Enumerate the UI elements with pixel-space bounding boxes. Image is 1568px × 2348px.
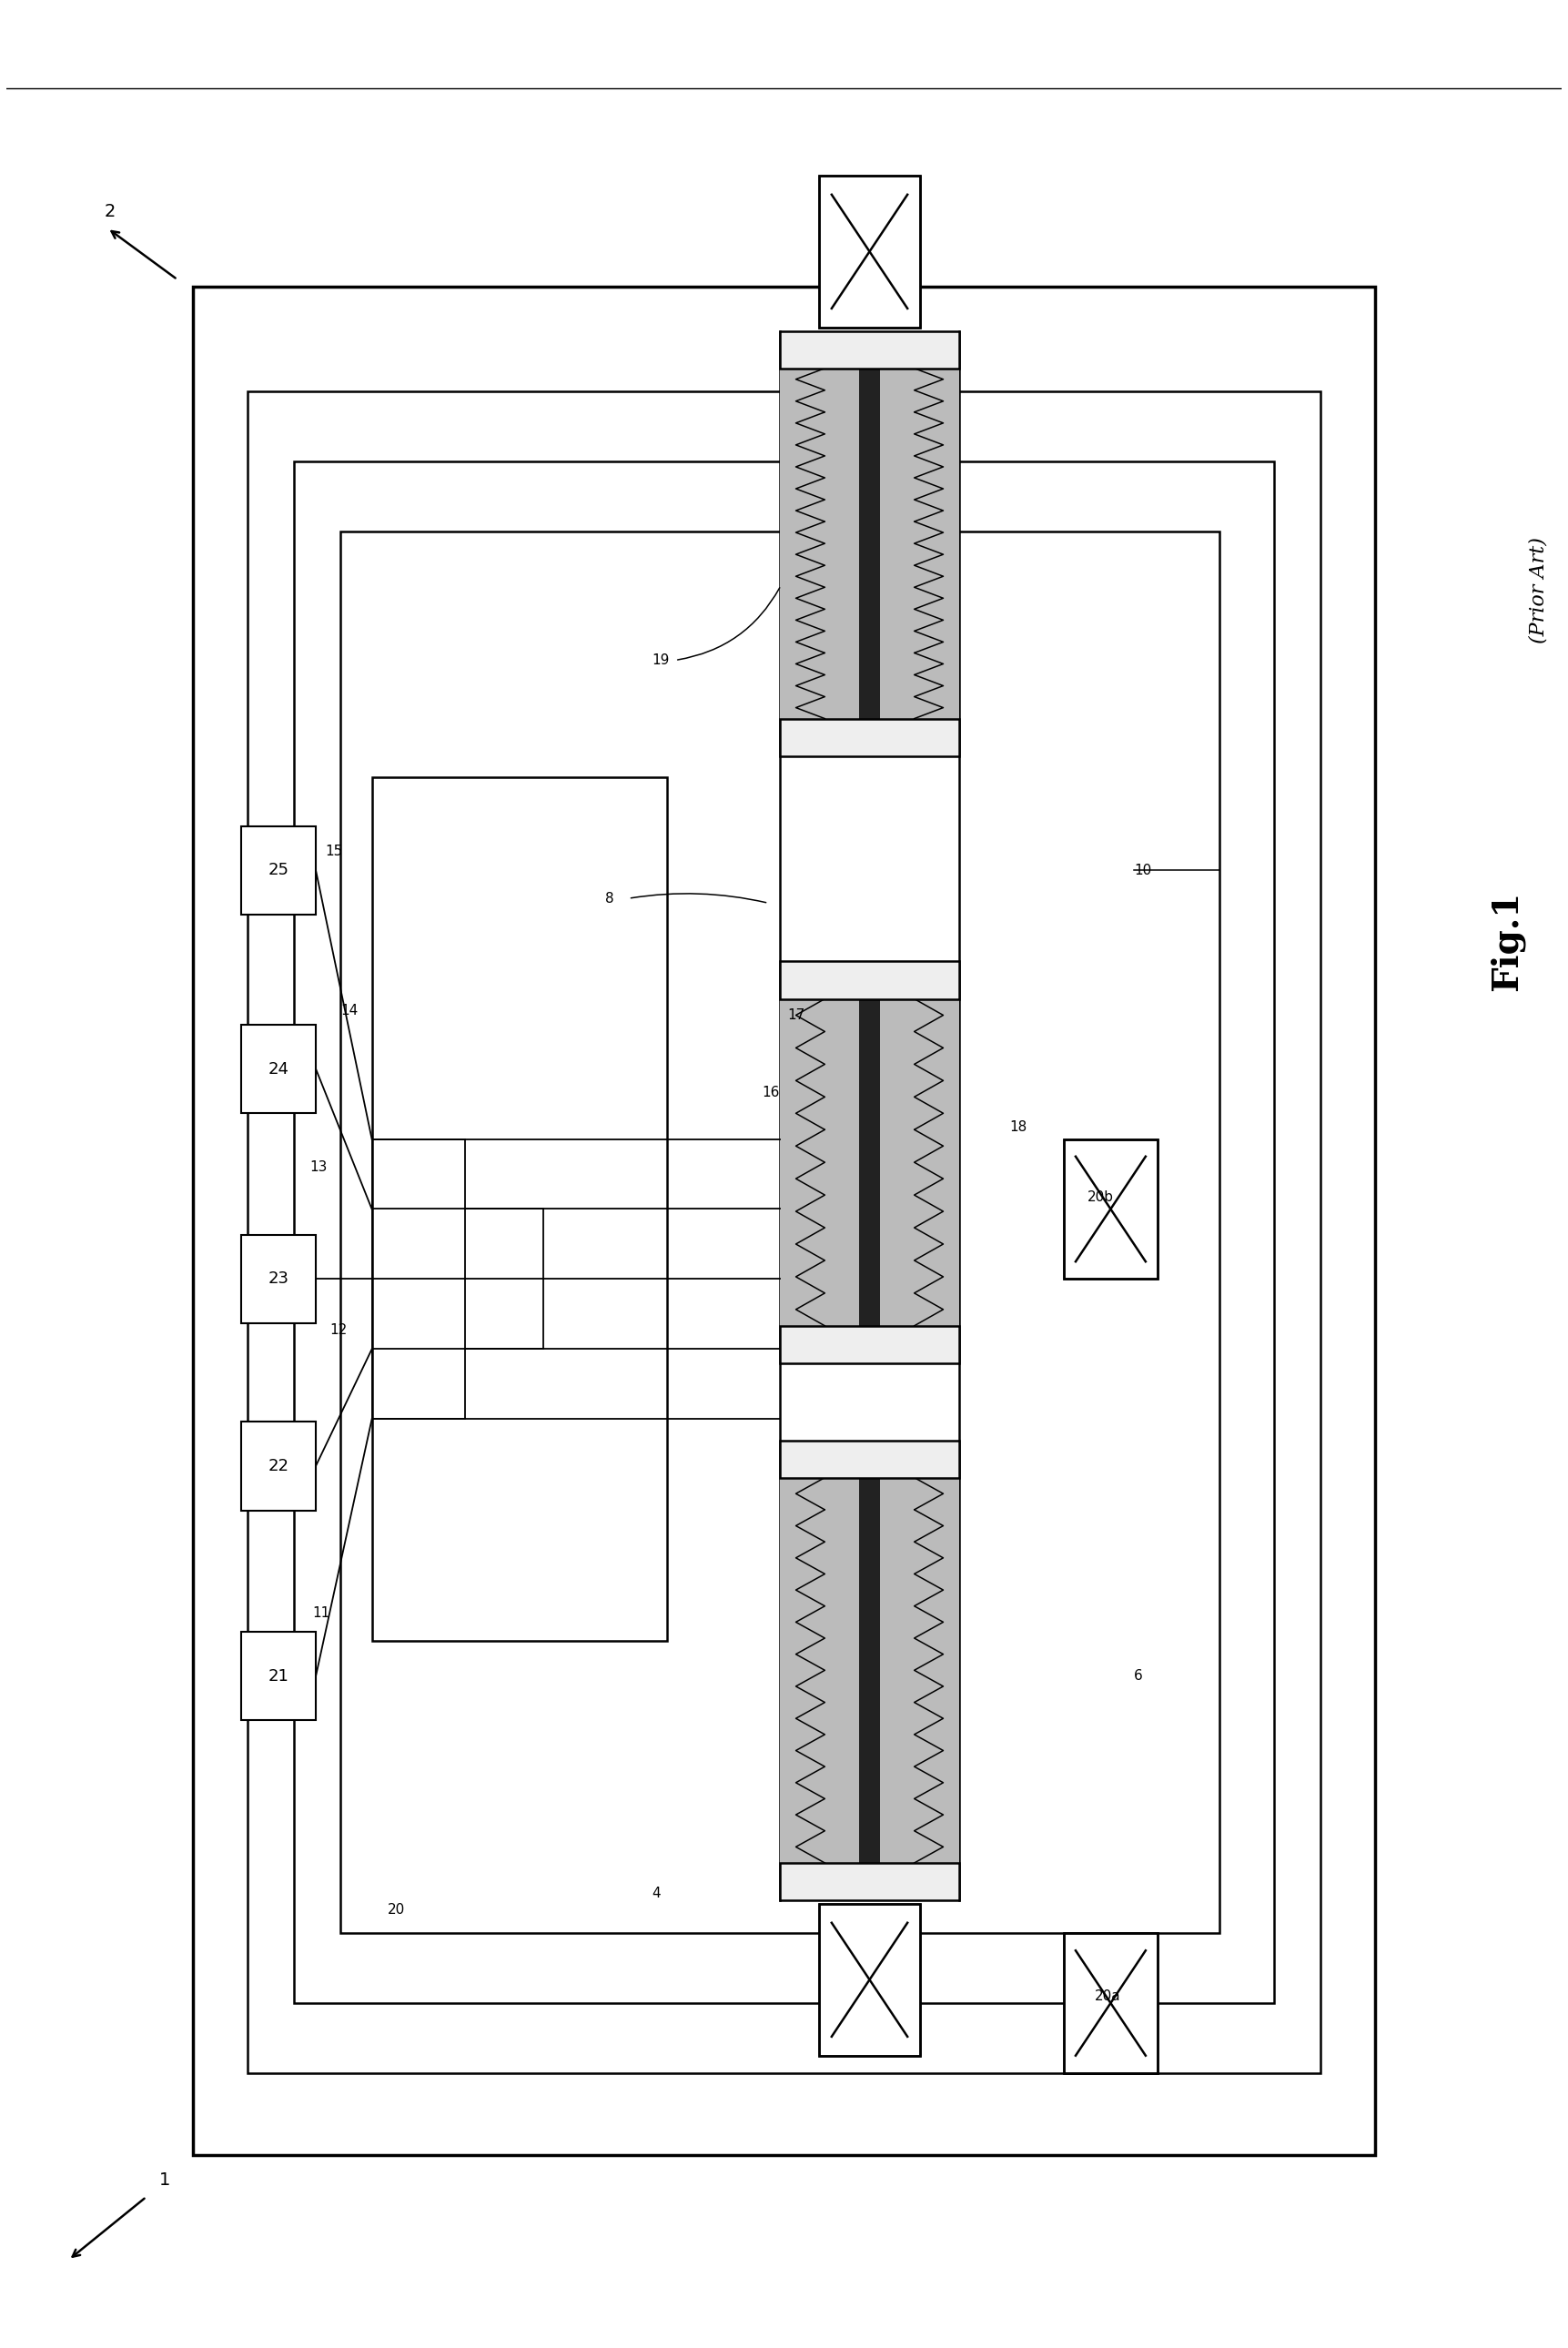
Bar <box>818 1904 920 2054</box>
Text: 15: 15 <box>325 845 343 859</box>
Bar <box>340 531 1220 1932</box>
Bar <box>241 1235 315 1324</box>
Text: 20a: 20a <box>1094 1989 1121 2003</box>
Bar <box>781 369 960 718</box>
Text: 11: 11 <box>312 1606 331 1620</box>
Text: 24: 24 <box>268 1061 289 1078</box>
Text: 4: 4 <box>652 1885 660 1900</box>
Text: 10: 10 <box>1134 864 1151 878</box>
Bar <box>781 1439 960 1477</box>
Text: 25: 25 <box>268 862 289 878</box>
Text: 12: 12 <box>329 1324 348 1338</box>
Bar <box>781 331 960 369</box>
Bar <box>781 1477 960 1862</box>
Bar <box>781 960 960 998</box>
Bar <box>781 998 960 1327</box>
Bar <box>859 369 880 718</box>
Bar <box>818 176 920 326</box>
Text: 16: 16 <box>762 1085 779 1099</box>
Text: 22: 22 <box>268 1458 289 1475</box>
Bar <box>859 1477 880 1862</box>
Bar <box>818 1904 920 2054</box>
Text: 21: 21 <box>268 1667 289 1684</box>
Bar <box>241 1421 315 1510</box>
Bar <box>1065 1932 1157 2073</box>
Text: 20b: 20b <box>1087 1190 1113 1205</box>
Bar <box>818 176 920 326</box>
Bar <box>781 718 960 756</box>
Text: 13: 13 <box>309 1160 328 1174</box>
Text: (Prior Art): (Prior Art) <box>1529 538 1548 643</box>
Text: 8: 8 <box>605 892 615 906</box>
Text: 2: 2 <box>105 202 116 221</box>
Text: 23: 23 <box>268 1270 289 1287</box>
Text: 18: 18 <box>1010 1120 1027 1134</box>
Bar <box>859 998 880 1327</box>
Bar <box>248 392 1320 2073</box>
Text: 19: 19 <box>652 653 670 667</box>
Text: 1: 1 <box>158 2172 169 2188</box>
Bar <box>193 286 1375 2155</box>
Bar <box>1065 1139 1157 1280</box>
Bar <box>781 1862 960 1900</box>
Bar <box>372 777 668 1641</box>
Bar <box>295 463 1273 2003</box>
Bar <box>241 1632 315 1721</box>
Bar <box>241 1024 315 1113</box>
Bar <box>781 1327 960 1364</box>
Bar <box>1065 1932 1157 2073</box>
Text: 17: 17 <box>787 1007 804 1021</box>
Bar <box>1065 1139 1157 1280</box>
Text: 20: 20 <box>387 1902 405 1916</box>
Text: 14: 14 <box>340 1003 358 1017</box>
Text: Fig.1: Fig.1 <box>1490 890 1524 991</box>
Bar <box>241 826 315 916</box>
Text: 6: 6 <box>1134 1669 1143 1684</box>
